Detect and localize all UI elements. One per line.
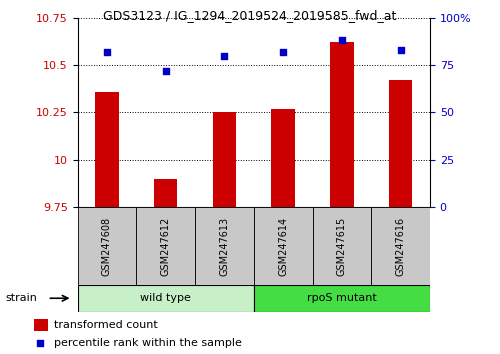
Bar <box>78 207 136 285</box>
Point <box>396 47 404 53</box>
Point <box>338 38 346 43</box>
Text: GSM247616: GSM247616 <box>396 216 406 276</box>
Text: GSM247612: GSM247612 <box>160 216 170 276</box>
Bar <box>95 92 118 207</box>
Bar <box>212 112 236 207</box>
Point <box>162 68 170 74</box>
Bar <box>154 179 178 207</box>
Bar <box>78 285 254 312</box>
Bar <box>330 42 353 207</box>
Bar <box>254 285 430 312</box>
Bar <box>195 207 254 285</box>
Bar <box>34 319 48 331</box>
Text: GDS3123 / IG_1294_2019524_2019585_fwd_at: GDS3123 / IG_1294_2019524_2019585_fwd_at <box>104 9 397 22</box>
Text: GSM247608: GSM247608 <box>102 216 112 276</box>
Text: GSM247615: GSM247615 <box>337 216 347 276</box>
Bar <box>272 109 295 207</box>
Text: percentile rank within the sample: percentile rank within the sample <box>54 338 242 348</box>
Bar <box>389 80 412 207</box>
Point <box>36 340 44 346</box>
Point <box>220 53 228 58</box>
Point <box>279 49 287 55</box>
Text: rpoS mutant: rpoS mutant <box>307 293 377 303</box>
Text: transformed count: transformed count <box>54 320 158 330</box>
Bar <box>371 207 430 285</box>
Bar <box>312 207 371 285</box>
Point <box>103 49 111 55</box>
Text: wild type: wild type <box>140 293 191 303</box>
Bar <box>254 207 312 285</box>
Text: GSM247613: GSM247613 <box>220 216 230 276</box>
Text: GSM247614: GSM247614 <box>278 216 288 276</box>
Text: strain: strain <box>5 293 37 303</box>
Bar <box>136 207 195 285</box>
